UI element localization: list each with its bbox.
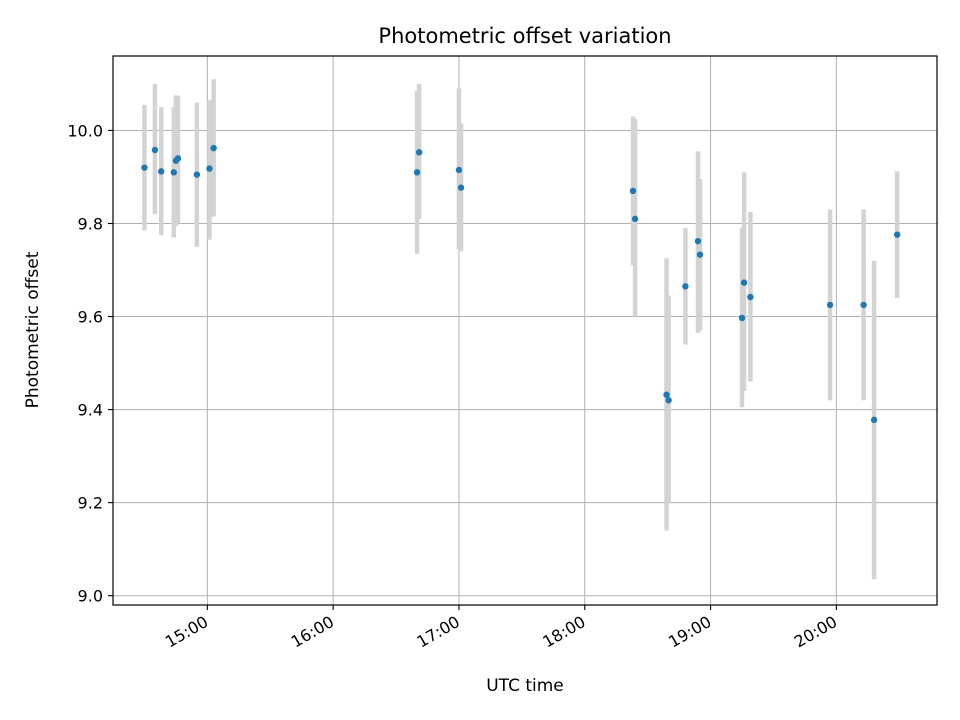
data-point-26	[893, 231, 901, 238]
data-point-15	[663, 391, 670, 398]
data-point-9	[413, 169, 421, 176]
y-tick-label-1: 9.2	[78, 494, 103, 513]
data-point-25	[870, 416, 878, 424]
data-point-8	[210, 144, 217, 152]
data-point-5	[174, 155, 182, 162]
data-point-0	[141, 164, 148, 171]
data-point-20	[738, 314, 746, 322]
data-point-11	[455, 166, 463, 174]
data-point-16	[665, 397, 672, 404]
data-point-19	[696, 251, 704, 258]
data-point-23	[826, 301, 834, 309]
data-point-18	[694, 237, 702, 245]
data-point-13	[629, 187, 637, 195]
x-axis-title: UTC time	[486, 676, 564, 696]
data-point-24	[860, 301, 867, 309]
y-tick-label-0: 9.0	[78, 587, 103, 606]
data-point-17	[682, 283, 689, 290]
data-point-22	[747, 293, 754, 301]
y-tick-label-3: 9.6	[78, 308, 103, 327]
y-tick-label-4: 9.8	[78, 214, 103, 233]
data-point-1	[151, 146, 159, 154]
data-point-3	[170, 169, 178, 176]
plot-frame	[112, 55, 938, 606]
data-point-14	[631, 215, 639, 223]
data-point-21	[740, 279, 748, 286]
data-point-12	[457, 184, 465, 191]
y-axis-title: Photometric offset	[23, 251, 43, 408]
data-point-6	[193, 171, 201, 178]
y-tick-label-5: 10.0	[67, 121, 103, 140]
data-point-2	[158, 168, 165, 175]
data-point-7	[206, 165, 213, 172]
chart-title: Photometric offset variation	[378, 24, 671, 48]
markers	[141, 144, 901, 424]
y-tick-label-2: 9.4	[78, 401, 103, 420]
data-point-10	[415, 149, 423, 156]
y-axis: 9.0 9.2 9.4 9.6 9.8 10.0	[67, 121, 113, 606]
